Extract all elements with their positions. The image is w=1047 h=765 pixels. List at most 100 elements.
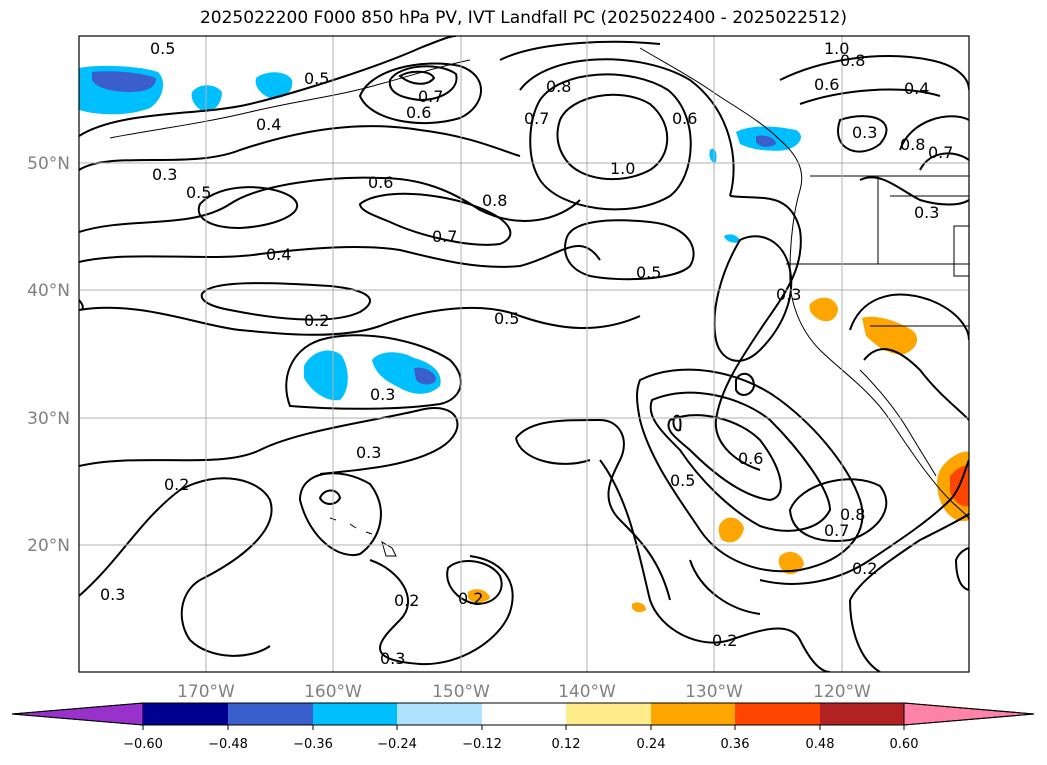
shade-orange-7: [632, 602, 646, 613]
contour-label: 0.7: [432, 227, 457, 246]
contour-label: 0.3: [776, 285, 801, 304]
contour-label: 0.3: [914, 203, 939, 222]
contour-line: [79, 306, 641, 336]
contour-line: [849, 513, 969, 601]
lon-label-170w: 170°W: [177, 682, 235, 702]
contour-line: [358, 62, 482, 125]
contour-label: 0.3: [356, 443, 381, 462]
contour-label: 0.5: [494, 309, 519, 328]
shade-blue-7: [709, 148, 717, 163]
contour-label: 0.3: [100, 585, 125, 604]
contour-line: [79, 299, 84, 311]
contour-line: [79, 36, 457, 137]
contour-label: 0.6: [672, 109, 697, 128]
contour-line: [79, 245, 601, 268]
contour-line: [919, 152, 969, 171]
contour-label: 1.0: [824, 39, 849, 58]
colorbar-tick-label: −0.60: [123, 737, 163, 752]
contour-line: [358, 192, 512, 246]
contour-label: 0.7: [928, 143, 953, 162]
gridlines: [79, 36, 969, 672]
longitude-labels: 170°W 160°W 150°W 140°W 130°W 120°W: [177, 682, 871, 702]
shade-blue-3: [255, 72, 293, 99]
colorbar-extend-max: [903, 702, 1035, 726]
contour-line: [954, 546, 969, 592]
lon-label-150w: 150°W: [432, 682, 490, 702]
contour-label: 0.8: [900, 135, 925, 154]
lon-label-120w: 120°W: [813, 682, 871, 702]
map-background: [79, 36, 969, 672]
colorbar-tick-label: 0.12: [552, 737, 581, 752]
contour-line: [79, 176, 581, 233]
contour-line: [515, 418, 671, 601]
contour-label: 0.3: [152, 165, 177, 184]
contour-line: [529, 73, 692, 211]
contour-label: 0.2: [712, 631, 737, 650]
lon-label-140w: 140°W: [558, 682, 616, 702]
shade-orange-5: [778, 551, 804, 575]
contour-label: 0.4: [904, 79, 929, 98]
contour-label: 0.6: [814, 75, 839, 94]
contour-label: 0.4: [256, 115, 281, 134]
coastline-north-america: [639, 47, 969, 521]
coastline-alaska: [109, 59, 471, 139]
contour-label: 0.2: [304, 311, 329, 330]
shade-orange-6: [468, 589, 490, 603]
colorbar-tick-label: 0.60: [890, 737, 919, 752]
contour-line: [899, 115, 969, 151]
contour-line: [515, 437, 591, 465]
contour-label: 0.2: [164, 475, 189, 494]
colorbar-bin: [143, 703, 228, 725]
colorbar-tick-label: −0.48: [208, 737, 248, 752]
contour-line: [599, 459, 831, 672]
colorbar-bin: [820, 703, 904, 725]
contour-line: [636, 368, 864, 573]
contour-label: 0.5: [304, 69, 329, 88]
contour-line: [863, 348, 969, 421]
contour-line: [79, 125, 521, 171]
contour-line: [285, 334, 462, 410]
contour-line: [564, 219, 695, 281]
contour-line: [649, 391, 832, 532]
shade-blue-2: [191, 85, 222, 112]
lat-label-50n: 50°N: [27, 154, 70, 174]
lat-label-20n: 20°N: [27, 536, 70, 556]
contour-line: [667, 414, 782, 502]
figure-title: 2025022200 F000 850 hPa PV, IVT Landfall…: [199, 8, 847, 28]
lat-label-30n: 30°N: [27, 409, 70, 429]
lat-label-40n: 40°N: [27, 281, 70, 301]
contour-label: 0.3: [852, 123, 877, 142]
latitude-labels: 50°N 40°N 30°N 20°N: [27, 154, 70, 556]
colorbar: −0.60 −0.48 −0.36 −0.24 −0.12 0.12 0.24 …: [11, 702, 1035, 752]
contour-label: 0.5: [186, 183, 211, 202]
contour-labels: 0.5 0.5 0.4 0.3 0.5 0.7 0.6 0.6 0.8 1.0 …: [100, 39, 953, 668]
contour-label: 0.2: [394, 591, 419, 610]
contour-label: 0.8: [546, 77, 571, 96]
contour-line: [200, 282, 371, 321]
contour-line: [799, 88, 941, 105]
contour-line: [788, 478, 888, 542]
colorbar-bin: [566, 703, 651, 725]
contour-label: 0.6: [738, 449, 763, 468]
colorbar-bin: [228, 703, 313, 725]
pv-contours: [79, 36, 969, 672]
shade-orange-4: [718, 517, 744, 543]
contour-label: 0.8: [840, 51, 865, 70]
contour-label: 0.6: [368, 173, 393, 192]
contour-line: [556, 93, 669, 181]
colorbar-tick-label: −0.24: [377, 737, 417, 752]
contour-label: 0.6: [406, 103, 431, 122]
contour-line: [849, 293, 969, 341]
contour-line: [79, 477, 273, 657]
contour-line: [849, 599, 881, 672]
contour-line: [388, 65, 458, 102]
contour-line: [689, 559, 761, 615]
contour-label: 0.3: [380, 649, 405, 668]
contour-line: [779, 55, 969, 91]
contour-label: 1.0: [610, 159, 635, 178]
colorbar-tick-label: −0.12: [462, 737, 502, 752]
contour-line: [369, 555, 514, 666]
contour-line: [759, 459, 969, 585]
shade-navy-1: [92, 71, 156, 92]
